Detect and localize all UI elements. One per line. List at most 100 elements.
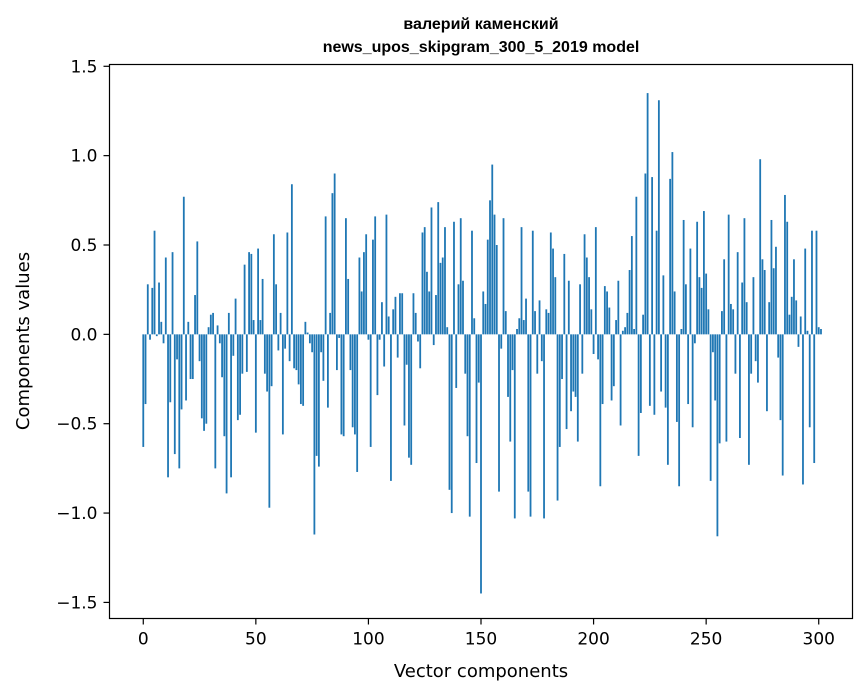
bar-118	[408, 334, 410, 458]
bar-110	[390, 334, 392, 481]
bar-78	[317, 334, 320, 467]
bar-182	[552, 248, 554, 335]
bar-195	[581, 334, 584, 374]
bar-114	[399, 293, 401, 335]
bar-204	[601, 334, 604, 405]
bar-0	[142, 334, 145, 447]
bar-113	[396, 334, 399, 358]
bar-231	[662, 275, 665, 335]
bar-156	[493, 214, 496, 335]
bar-171	[527, 334, 530, 492]
bar-139	[455, 334, 458, 388]
bar-89	[342, 334, 345, 437]
bar-252	[709, 334, 712, 481]
bar-143	[464, 334, 467, 374]
chart-title-line1: валерий каменский	[403, 16, 558, 33]
bar-174	[534, 311, 536, 335]
bar-63	[284, 334, 287, 349]
bar-179	[545, 309, 548, 335]
bar-9	[162, 334, 165, 344]
bar-62	[281, 334, 284, 435]
bar-16	[178, 334, 181, 469]
bar-127	[428, 291, 431, 335]
bar-71	[302, 334, 305, 406]
bar-233	[666, 334, 669, 465]
bar-1	[144, 334, 147, 405]
bar-268	[745, 302, 748, 335]
bar-155	[491, 164, 494, 335]
bar-150	[480, 334, 482, 594]
bar-238	[678, 334, 681, 487]
bar-301	[820, 328, 822, 335]
chart-title-line2: news_upos_skipgram_300_5_2019 model	[323, 39, 640, 56]
bar-144	[466, 334, 469, 437]
bar-35	[221, 334, 223, 378]
bars-group	[142, 93, 822, 594]
bar-76	[313, 334, 316, 535]
bar-59	[275, 284, 278, 335]
bar-128	[430, 207, 433, 335]
bar-270	[750, 334, 753, 374]
bar-193	[576, 334, 579, 442]
bar-273	[757, 334, 759, 383]
bar-152	[484, 303, 487, 335]
bar-261	[730, 303, 732, 335]
bar-243	[689, 248, 692, 335]
bar-108	[385, 214, 388, 335]
bar-132	[439, 262, 442, 335]
bar-24	[196, 241, 199, 335]
bar-92	[349, 334, 352, 371]
bar-81	[324, 216, 327, 335]
bar-250	[705, 273, 708, 335]
bar-254	[714, 334, 717, 401]
bar-105	[378, 334, 381, 340]
bar-257	[721, 311, 723, 335]
bar-221	[639, 334, 642, 413]
bar-178	[543, 334, 545, 519]
bar-137	[450, 334, 453, 514]
bar-20	[187, 321, 190, 335]
bar-6	[155, 334, 158, 337]
bar-161	[504, 311, 507, 335]
bar-8	[160, 321, 163, 335]
bar-86	[336, 334, 338, 371]
bar-147	[473, 318, 476, 335]
bar-226	[651, 177, 654, 335]
bar-129	[432, 334, 435, 346]
bar-42	[236, 334, 239, 421]
bar-212	[619, 334, 622, 426]
x-axis-label: Vector components	[394, 661, 568, 682]
bar-164	[511, 334, 514, 371]
bar-170	[525, 298, 527, 335]
bar-58	[272, 234, 275, 335]
bar-43	[239, 334, 241, 415]
y-axis-label: Components values	[13, 252, 34, 430]
bar-82	[327, 334, 329, 408]
bar-142	[462, 280, 464, 335]
bar-189	[567, 280, 570, 335]
bar-248	[700, 287, 703, 335]
bar-284	[781, 334, 784, 476]
bar-70	[299, 334, 302, 405]
bar-262	[732, 309, 735, 335]
bar-125	[423, 227, 426, 335]
bar-232	[664, 334, 667, 408]
bar-207	[608, 307, 611, 335]
bar-230	[660, 334, 663, 392]
x-tick-label: 50	[245, 630, 267, 650]
bar-199	[590, 309, 593, 335]
bar-19	[185, 334, 187, 401]
bar-53	[261, 278, 264, 335]
bar-281	[775, 246, 777, 335]
bar-121	[414, 312, 417, 335]
bar-298	[813, 334, 816, 464]
bar-211	[617, 280, 620, 335]
bar-234	[669, 178, 672, 335]
bar-289	[793, 259, 795, 335]
bar-224	[646, 93, 649, 335]
y-tick-label: 1.0	[70, 147, 97, 167]
bar-32	[214, 334, 217, 469]
bar-288	[790, 296, 793, 335]
y-tick-label: 0.5	[70, 236, 97, 256]
bar-135	[446, 327, 449, 335]
